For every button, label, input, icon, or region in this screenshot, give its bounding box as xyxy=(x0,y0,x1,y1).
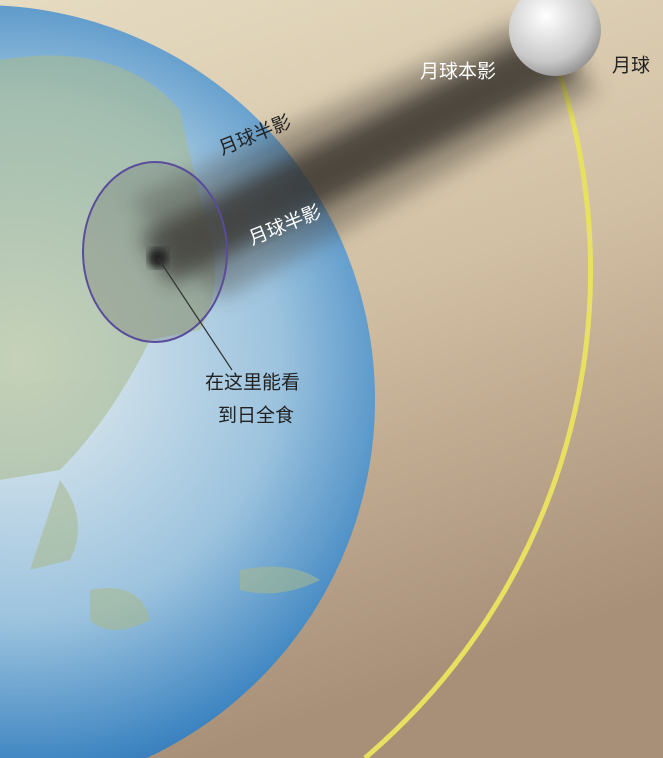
eclipse-note: 在这里能看 xyxy=(205,372,300,394)
umbra-label: 月球本影 xyxy=(420,61,496,83)
penumbra-shadow xyxy=(130,20,600,300)
pointer-line xyxy=(157,257,233,371)
moon xyxy=(509,0,601,76)
eclipse-note: 到日全食 xyxy=(218,405,294,427)
orbit-label: 月球 xyxy=(612,55,650,77)
moon-orbit xyxy=(363,74,593,758)
